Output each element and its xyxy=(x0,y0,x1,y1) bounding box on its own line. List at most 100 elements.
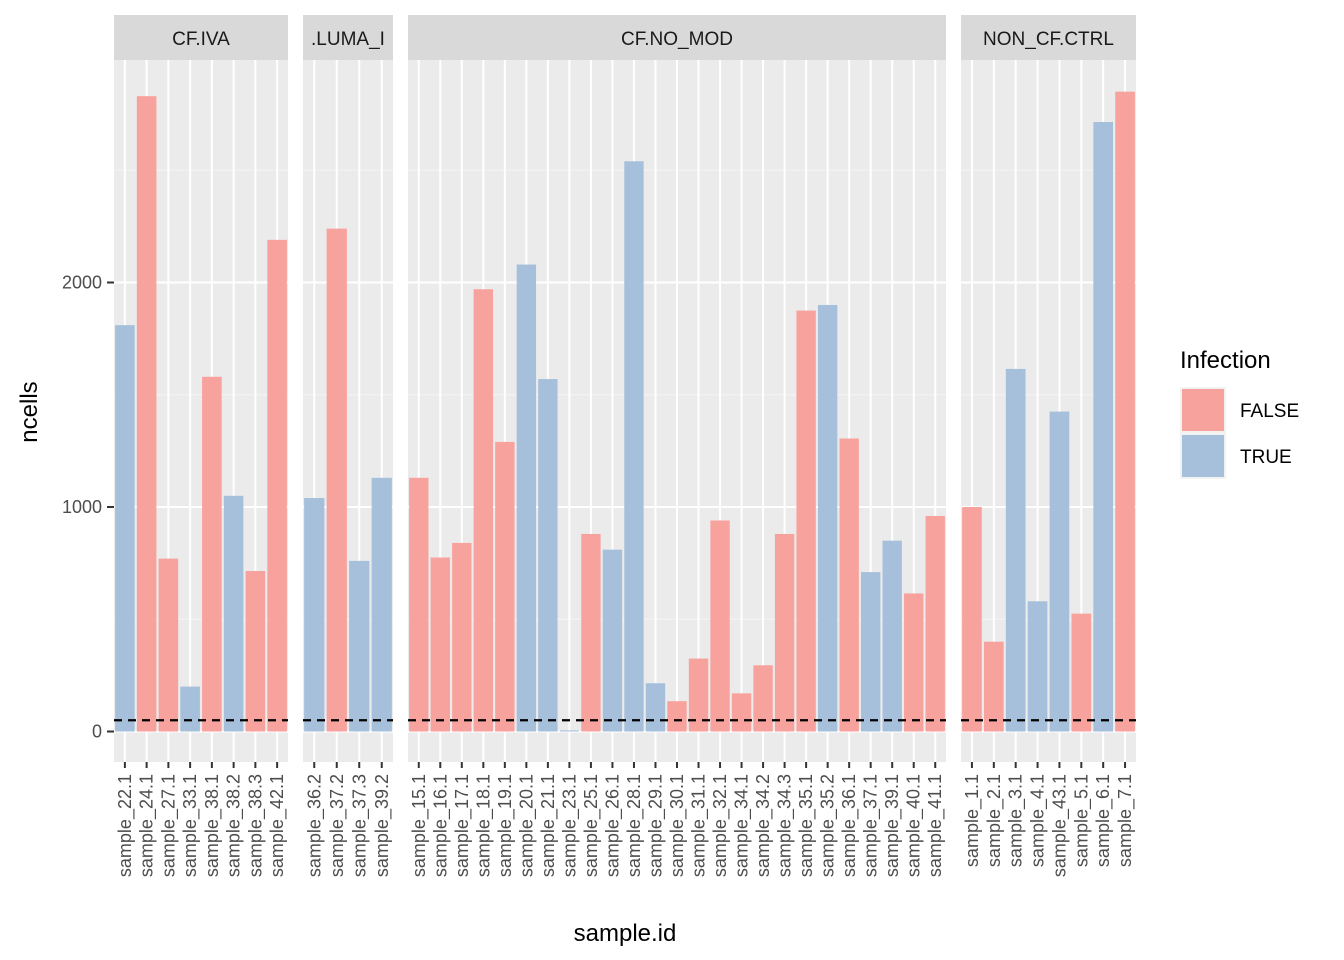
bar-sample_32.1 xyxy=(710,520,730,732)
bar-sample_5.1 xyxy=(1071,613,1092,732)
x-tick-label: sample_43.1 xyxy=(1049,774,1070,877)
x-tick-label: sample_36.1 xyxy=(839,774,860,877)
x-tick-label: sample_39.1 xyxy=(882,774,903,877)
x-tick-label: sample_35.1 xyxy=(796,774,817,877)
bar-sample_33.1 xyxy=(180,686,200,732)
bar-sample_18.1 xyxy=(473,289,494,732)
facet-strip xyxy=(961,15,1136,60)
bar-sample_43.1 xyxy=(1049,411,1070,732)
bar-sample_38.1 xyxy=(202,376,222,732)
bar-sample_39.1 xyxy=(882,540,902,732)
bar-sample_26.1 xyxy=(602,549,623,732)
x-tick-label: sample_2.1 xyxy=(984,774,1005,867)
bar-sample_28.1 xyxy=(624,161,644,732)
bar-sample_41.1 xyxy=(925,515,945,732)
bar-sample_38.3 xyxy=(245,570,266,732)
bar-sample_23.1 xyxy=(559,730,580,732)
bar-sample_20.1 xyxy=(516,264,537,732)
x-tick-label: sample_6.1 xyxy=(1093,774,1114,867)
x-tick-label: sample_16.1 xyxy=(430,774,451,877)
x-tick-label: sample_39.2 xyxy=(372,774,393,877)
bar-sample_22.1 xyxy=(115,325,135,732)
x-tick-label: sample_23.1 xyxy=(559,774,580,877)
legend-title: Infection xyxy=(1180,347,1271,374)
x-tick-label: sample_40.1 xyxy=(904,774,925,877)
x-tick-label: sample_21.1 xyxy=(538,774,559,877)
bar-sample_35.1 xyxy=(796,310,816,732)
bar-sample_1.1 xyxy=(962,507,982,732)
bar-sample_3.1 xyxy=(1005,368,1026,732)
x-tick-label: sample_7.1 xyxy=(1115,774,1136,867)
x-tick-label: sample_17.1 xyxy=(452,774,473,877)
x-tick-label: sample_18.1 xyxy=(473,774,494,877)
x-tick-label: sample_35.2 xyxy=(818,774,839,877)
y-tick-label: 2000 xyxy=(62,273,102,293)
x-tick-label: sample_19.1 xyxy=(495,774,516,877)
x-tick-label: sample_27.1 xyxy=(158,774,179,877)
x-tick-label: sample_36.2 xyxy=(304,774,325,877)
bar-sample_27.1 xyxy=(158,558,179,732)
bar-sample_21.1 xyxy=(538,379,558,732)
x-tick-label: sample_31.1 xyxy=(689,774,710,877)
y-tick-label: 1000 xyxy=(62,497,102,517)
bar-sample_29.1 xyxy=(645,683,666,732)
facet-panel: NON_CF.CTRL sample_1.1 sample_2.1 sample_3.… xyxy=(961,15,1136,877)
x-tick-label: sample_20.1 xyxy=(516,774,537,877)
x-tick-label: sample_28.1 xyxy=(624,774,645,877)
bar-sample_30.1 xyxy=(667,701,687,732)
x-tick-label: sample_5.1 xyxy=(1071,774,1092,867)
bar-sample_19.1 xyxy=(495,441,515,732)
x-tick-label: sample_38.3 xyxy=(245,774,266,877)
x-tick-label: sample_34.3 xyxy=(775,774,796,877)
y-axis: 0 1000 2000 xyxy=(62,273,114,742)
facet-strip-label: CF.IVA xyxy=(172,29,230,50)
x-tick-label: sample_1.1 xyxy=(962,774,983,867)
x-tick-label: sample_15.1 xyxy=(409,774,430,877)
bar-sample_4.1 xyxy=(1027,601,1048,732)
bar-sample_37.2 xyxy=(326,228,347,732)
bar-sample_7.1 xyxy=(1115,91,1135,732)
bar-sample_36.2 xyxy=(304,498,325,732)
x-tick-label: sample_34.1 xyxy=(732,774,753,877)
y-tick-label: 0 xyxy=(92,722,102,742)
x-tick-label: sample_37.3 xyxy=(349,774,370,877)
x-tick-label: sample_37.2 xyxy=(327,774,348,877)
bar-sample_38.2 xyxy=(223,495,244,732)
bar-sample_34.3 xyxy=(774,533,795,732)
bar-sample_40.1 xyxy=(904,593,924,732)
facet-strip-label: .LUMA_I xyxy=(311,29,385,50)
bar-sample_39.2 xyxy=(371,477,392,732)
legend-swatch-false xyxy=(1182,389,1224,431)
bar-sample_24.1 xyxy=(136,96,157,732)
x-tick-label: sample_32.1 xyxy=(710,774,731,877)
facet-strip-label: CF.NO_MOD xyxy=(621,29,733,50)
bar-sample_34.1 xyxy=(731,693,752,732)
x-tick-label: sample_4.1 xyxy=(1028,774,1049,867)
facet-strip xyxy=(408,15,946,60)
bar-sample_36.1 xyxy=(839,438,859,732)
bar-sample_16.1 xyxy=(430,557,450,732)
x-tick-label: sample_30.1 xyxy=(667,774,688,877)
x-tick-label: sample_25.1 xyxy=(581,774,602,877)
bar-sample_34.2 xyxy=(753,665,773,732)
bar-sample_6.1 xyxy=(1093,121,1114,732)
bar-sample_25.1 xyxy=(581,533,601,732)
x-tick-label: sample_34.2 xyxy=(753,774,774,877)
x-tick-label: sample_42.1 xyxy=(267,774,288,877)
bar-sample_37.3 xyxy=(349,560,370,732)
legend-label-true: TRUE xyxy=(1240,447,1292,468)
bar-sample_31.1 xyxy=(688,658,709,732)
x-tick-label: sample_26.1 xyxy=(602,774,623,877)
x-tick-label: sample_33.1 xyxy=(180,774,201,877)
x-tick-label: sample_24.1 xyxy=(137,774,158,877)
legend-label-false: FALSE xyxy=(1240,401,1299,422)
bar-sample_2.1 xyxy=(983,641,1004,732)
facet-strip-label: NON_CF.CTRL xyxy=(983,29,1114,50)
x-axis-title: sample.id xyxy=(574,920,677,947)
facet-strip xyxy=(114,15,288,60)
x-tick-label: sample_3.1 xyxy=(1006,774,1027,867)
bar-sample_35.2 xyxy=(817,304,838,732)
legend: Infection FALSE TRUE xyxy=(1180,347,1299,479)
